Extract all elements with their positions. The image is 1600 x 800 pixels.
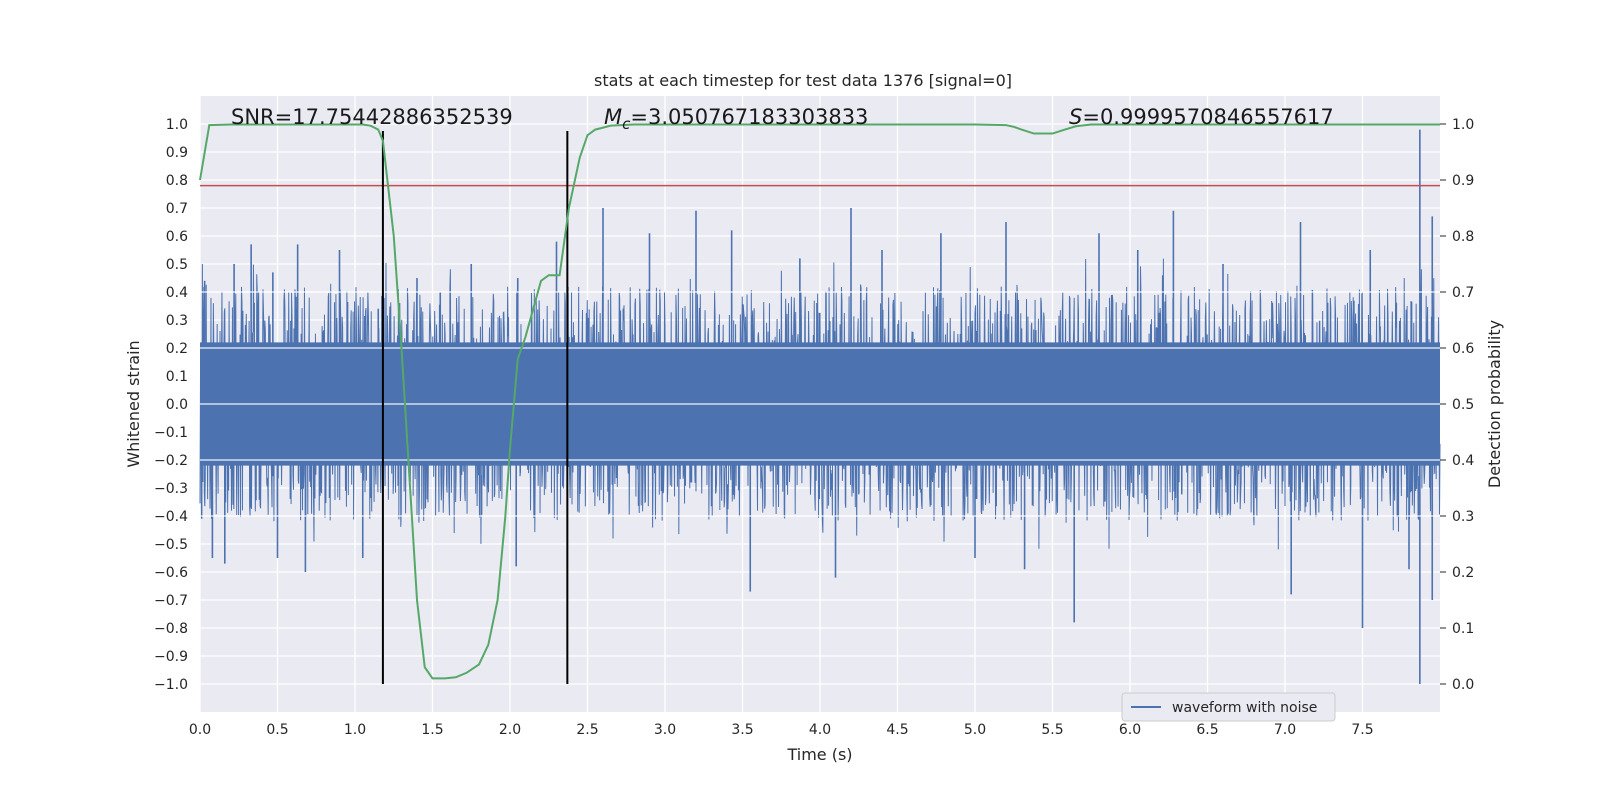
y-left-tick-label: 0.0 xyxy=(166,397,188,413)
y-right-tick-label: 0.6 xyxy=(1452,341,1474,357)
y-left-tick-label: 0.5 xyxy=(166,257,188,273)
x-tick-label: 2.0 xyxy=(499,722,521,738)
y-left-tick-label: −0.2 xyxy=(154,453,188,469)
annotation-s-symbol: S xyxy=(1069,105,1082,129)
legend: waveform with noise xyxy=(1121,692,1336,722)
y-left-tick-label: −0.1 xyxy=(154,425,188,441)
y-left-tick-label: −0.6 xyxy=(154,565,188,581)
x-tick-label: 5.0 xyxy=(964,722,986,738)
y-left-tick-label: 0.1 xyxy=(166,369,188,385)
y-right-tick-label: 0.4 xyxy=(1452,453,1474,469)
x-tick-label: 6.0 xyxy=(1119,722,1141,738)
y-right-tick-label: 1.0 xyxy=(1452,117,1474,133)
x-tick-label: 1.0 xyxy=(344,722,366,738)
y-left-tick-label: −0.5 xyxy=(154,537,188,553)
annotation-mc-symbol: M xyxy=(604,105,622,129)
x-tick-label: 2.5 xyxy=(576,722,598,738)
x-tick-label: 6.5 xyxy=(1196,722,1218,738)
y-left-tick-label: −0.4 xyxy=(154,509,188,525)
y-right-tick-label: 0.7 xyxy=(1452,285,1474,301)
x-tick-label: 1.5 xyxy=(421,722,443,738)
x-tick-label: 0.0 xyxy=(189,722,211,738)
x-tick-label: 7.5 xyxy=(1351,722,1373,738)
chart-title: stats at each timestep for test data 137… xyxy=(594,71,1012,90)
y-axis-left-label: Whitened strain xyxy=(124,340,143,467)
y-left-tick-label: −1.0 xyxy=(154,677,188,693)
y-right-tick-label: 0.2 xyxy=(1452,565,1474,581)
annotation-mc-subscript: c xyxy=(622,115,631,133)
y-right-tick-label: 0.3 xyxy=(1452,509,1474,525)
legend-label-waveform: waveform with noise xyxy=(1172,700,1317,716)
y-right-tick-label: 0.1 xyxy=(1452,621,1474,637)
x-tick-label: 0.5 xyxy=(266,722,288,738)
x-tick-label: 5.5 xyxy=(1041,722,1063,738)
y-left-tick-label: −0.7 xyxy=(154,593,188,609)
y-left-tick-label: −0.8 xyxy=(154,621,188,637)
annotation-mc-value: =3.050767183303833 xyxy=(630,105,868,129)
annotation-s: S=0.9999570846557617 xyxy=(1069,105,1334,129)
y-left-tick-label: 0.3 xyxy=(166,313,188,329)
x-tick-label: 3.0 xyxy=(654,722,676,738)
y-right-tick-label: 0.5 xyxy=(1452,397,1474,413)
annotation-snr: SNR=17.75442886352539 xyxy=(231,105,513,129)
axis-ticks: 0.0 0.5 1.0 1.5 2.0 2.5 3.0 3.5 4.0 4.5 5.0 5.5 6.0 6… xyxy=(154,117,1474,738)
x-tick-label: 4.5 xyxy=(886,722,908,738)
y-right-tick-label: 0.8 xyxy=(1452,229,1474,245)
x-tick-label: 7.0 xyxy=(1274,722,1296,738)
y-left-tick-label: 0.9 xyxy=(166,145,188,161)
x-tick-label: 4.0 xyxy=(809,722,831,738)
y-left-tick-label: 0.6 xyxy=(166,229,188,245)
y-right-tick-label: 0.9 xyxy=(1452,173,1474,189)
probability-series xyxy=(199,123,1440,680)
x-axis-label: Time (s) xyxy=(786,745,852,764)
y-left-tick-label: 0.8 xyxy=(166,173,188,189)
y-right-tick-label: 0.0 xyxy=(1452,677,1474,693)
y-axis-right-label: Detection probability xyxy=(1485,320,1504,488)
probability-line xyxy=(199,123,1440,680)
y-left-tick-label: 0.7 xyxy=(166,201,188,217)
y-left-tick-label: 0.2 xyxy=(166,341,188,357)
annotation-s-value: =0.9999570846557617 xyxy=(1082,105,1333,129)
y-left-tick-label: 1.0 xyxy=(166,117,188,133)
annotation-mc: Mc=3.050767183303833 xyxy=(604,105,868,133)
y-left-tick-label: −0.3 xyxy=(154,481,188,497)
x-tick-label: 3.5 xyxy=(731,722,753,738)
legend-box xyxy=(1121,692,1336,722)
y-left-tick-label: 0.4 xyxy=(166,285,188,301)
y-left-tick-label: −0.9 xyxy=(154,649,188,665)
